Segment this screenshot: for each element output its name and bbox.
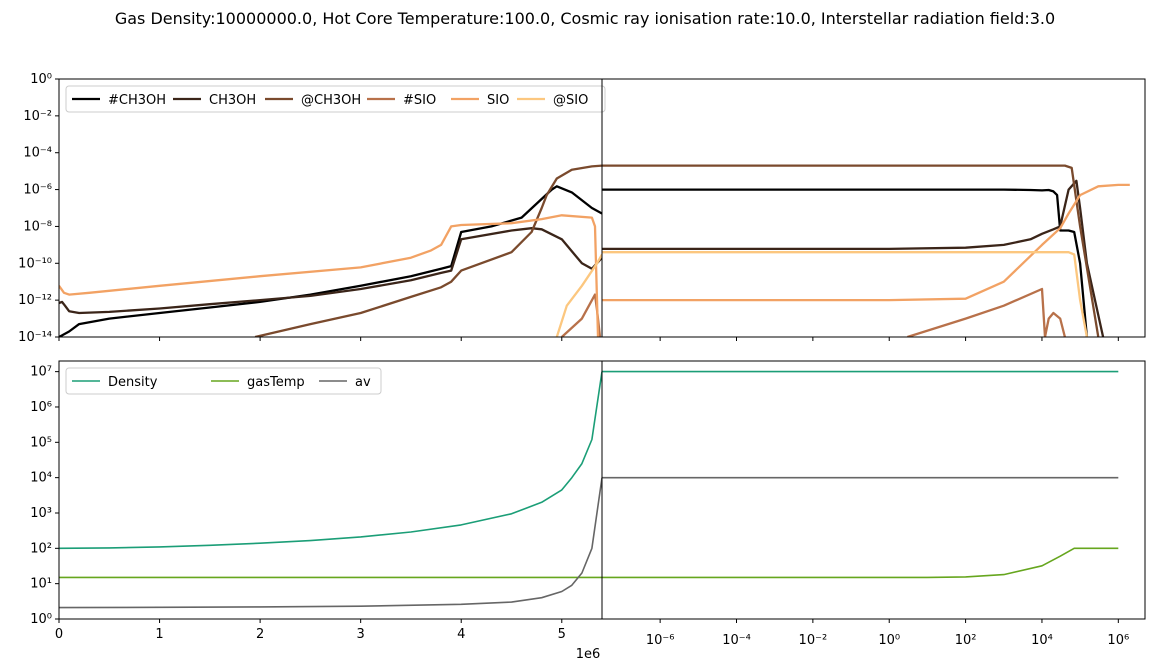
series-line-gasTemp: [602, 547, 1119, 579]
legend: #CH3OH CH3OH @CH3OH #SIO SIO @SIO: [65, 85, 606, 113]
figure-title: Gas Density:10000000.0, Hot Core Tempera…: [115, 9, 1055, 28]
x-tick-label: 10²: [955, 633, 977, 648]
x-tick-label: 10⁻²: [799, 633, 828, 648]
x-tick-label: 4: [457, 627, 465, 642]
y-tick-label: 10⁻⁶: [23, 183, 52, 198]
y-tick-label: 10²: [30, 541, 52, 556]
y-tick-label: 10⁻¹⁰: [18, 256, 52, 271]
legend-label: SIO: [487, 93, 509, 108]
legend-label: @SIO: [553, 93, 588, 108]
legend-label: Density: [108, 375, 158, 390]
y-tick-label: 10¹: [30, 577, 52, 592]
y-tick-label: 10³: [30, 506, 52, 521]
x-offset-label: 1e6: [576, 647, 601, 662]
x-tick-label: 2: [256, 627, 264, 642]
y-tick-label: 10⁻⁴: [23, 146, 52, 161]
x-tick-label: 0: [55, 627, 63, 642]
x-tick-label: 10⁻⁴: [722, 633, 751, 648]
y-tick-label: 10⁶: [30, 400, 52, 415]
series-line-CH3OH: [602, 179, 1105, 337]
series-line-@SIO: [555, 253, 602, 337]
series-line-#SIO: [561, 293, 602, 337]
series-line-#CH3OH: [59, 185, 602, 337]
panels: 10⁰ 10⁻² 10⁻⁴ 10⁻⁶ 10⁻⁸ 10⁻¹⁰ 10⁻¹² 10⁻¹⁴ #CH3OH…: [18, 72, 1146, 662]
y-tick-label: 10⁷: [30, 365, 52, 380]
axes-frame: [601, 360, 1146, 620]
series-group: [602, 370, 1119, 579]
series-line-SIO: [59, 214, 600, 337]
legend-label: @CH3OH: [301, 93, 361, 108]
x-tick-label: 10⁶: [1107, 633, 1129, 648]
panel-bottom-right: 10⁻⁶ 10⁻⁴ 10⁻² 10⁰ 10² 10⁴ 10⁶: [601, 360, 1146, 648]
x-tick-label: 5: [558, 627, 566, 642]
y-tick-label: 10⁻²: [23, 109, 52, 124]
axes-frame: [601, 78, 1146, 338]
panel-top-left: 10⁰ 10⁻² 10⁻⁴ 10⁻⁶ 10⁻⁸ 10⁻¹⁰ 10⁻¹² 10⁻¹⁴ #CH3OH…: [18, 72, 606, 345]
y-tick-label: 10⁰: [30, 72, 52, 87]
legend: Density gasTemp av: [65, 367, 382, 395]
legend-box: [65, 85, 606, 113]
axes-frame: [58, 360, 603, 620]
series-line-@CH3OH: [254, 164, 602, 337]
y-tick-label: 10⁰: [30, 612, 52, 627]
legend-label: av: [355, 375, 371, 390]
y-tick-label: 10⁻¹⁴: [18, 330, 52, 345]
y-tick-label: 10⁻¹²: [18, 293, 52, 308]
y-tick-label: 10⁻⁸: [23, 219, 52, 234]
series-line-Density: [59, 371, 602, 550]
axes-frame: [58, 78, 603, 338]
legend-label: #SIO: [403, 93, 436, 108]
panel-top-right: [601, 78, 1146, 341]
series-line-#SIO: [907, 287, 1067, 337]
legend-label: CH3OH: [209, 93, 256, 108]
legend-label: gasTemp: [247, 375, 305, 390]
series-group: [59, 371, 602, 609]
x-tick-label: 3: [357, 627, 365, 642]
x-tick-label: 10⁰: [878, 633, 900, 648]
x-tick-label: 10⁻⁶: [646, 633, 675, 648]
y-tick-label: 10⁵: [30, 435, 52, 450]
panel-bottom-left: 10⁷ 10⁶ 10⁵ 10⁴ 10³ 10² 10¹ 10⁰0 1 2 3 4 5 1e6 Density…: [30, 360, 603, 662]
series-line-@CH3OH: [602, 164, 1100, 337]
series-group: [59, 164, 602, 337]
legend-label: #CH3OH: [108, 93, 166, 108]
series-line-av: [59, 477, 602, 609]
x-tick-label: 1: [155, 627, 163, 642]
series-line-SIO: [602, 183, 1130, 302]
x-tick-label: 10⁴: [1031, 633, 1053, 648]
series-line-@SIO: [602, 251, 1089, 337]
series-line-#CH3OH: [602, 188, 1089, 337]
series-group: [602, 164, 1130, 337]
y-tick-label: 10⁴: [30, 471, 52, 486]
series-line-CH3OH: [59, 227, 602, 315]
